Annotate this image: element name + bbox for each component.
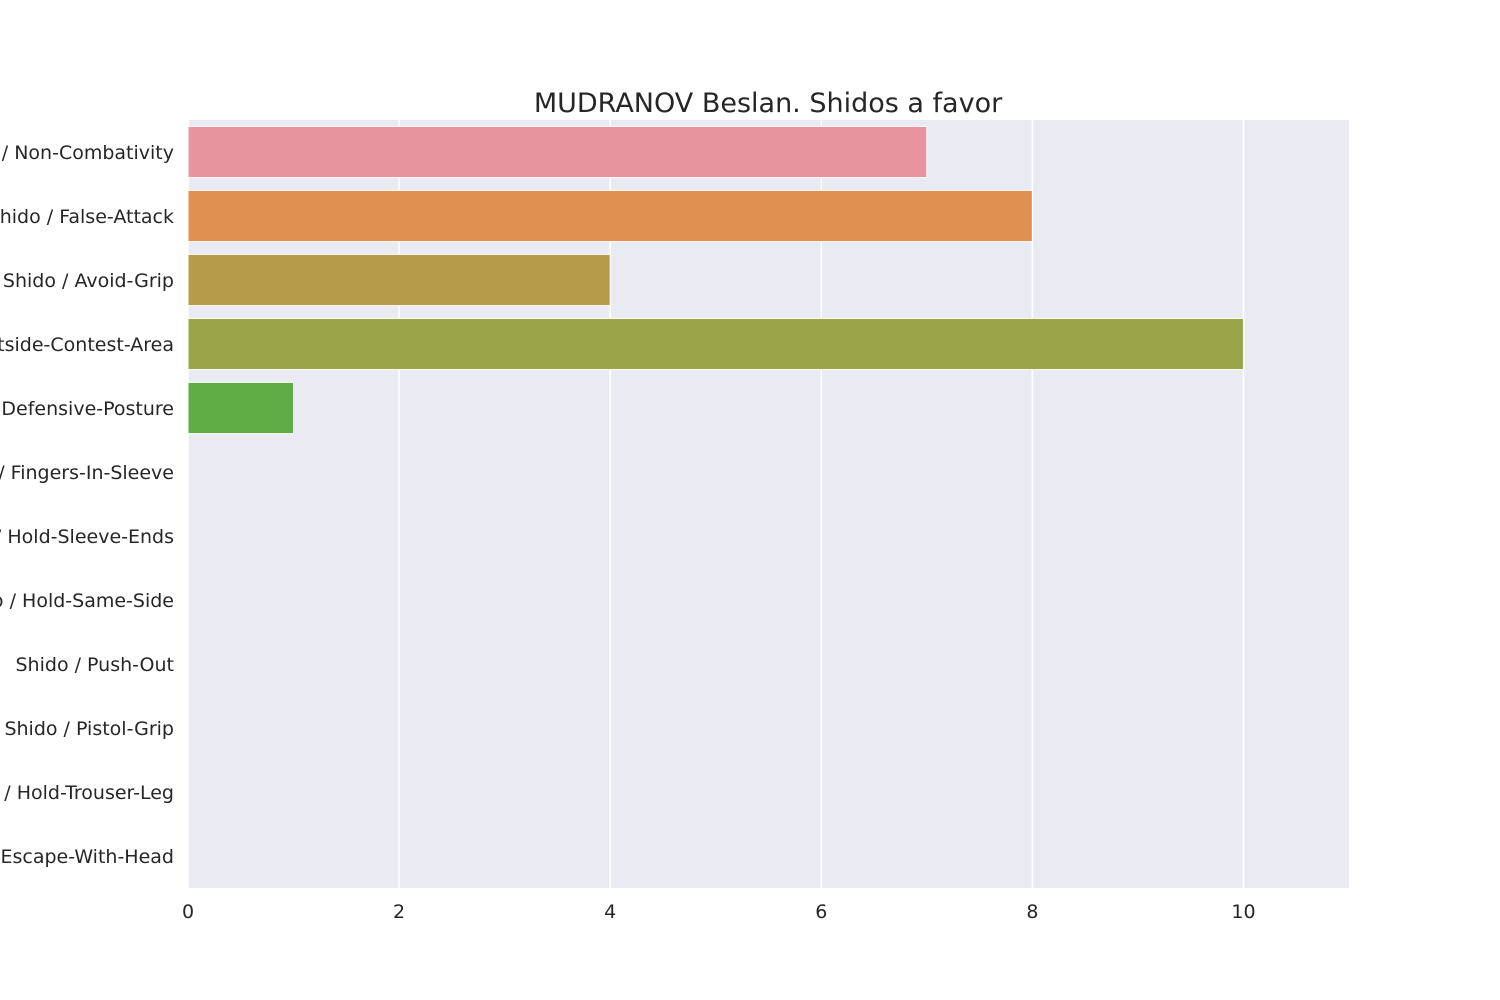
y-tick-label: Shido / Push-Out bbox=[16, 654, 175, 676]
y-tick-label: Shido / Pistol-Grip bbox=[4, 718, 174, 740]
x-tick-label: 2 bbox=[393, 901, 405, 923]
bar bbox=[187, 317, 1244, 371]
y-tick-label: Shido / Hold-Same-Side bbox=[0, 590, 174, 612]
chart-title: MUDRANOV Beslan. Shidos a favor bbox=[534, 88, 1003, 119]
y-tick-label: Shido / Hold-Trouser-Leg bbox=[0, 782, 174, 804]
y-tick-label: Shido / Escape-With-Head bbox=[0, 846, 174, 868]
plot-area bbox=[188, 120, 1349, 888]
y-tick-label: Shido / Avoid-Grip bbox=[3, 270, 174, 292]
x-tick-label: 0 bbox=[182, 901, 194, 923]
y-tick-label: Shido / Fingers-In-Sleeve bbox=[0, 462, 174, 484]
bars bbox=[187, 125, 1244, 435]
x-tick-label: 4 bbox=[604, 901, 616, 923]
y-tick-label: Shido / Defensive-Posture bbox=[0, 398, 174, 420]
y-tick-label: Shido / Non-Combativity bbox=[0, 142, 174, 164]
y-tick-label: Shido / Outside-Contest-Area bbox=[0, 334, 174, 356]
bar bbox=[187, 189, 1033, 243]
y-tick-label: Shido / Hold-Sleeve-Ends bbox=[0, 526, 174, 548]
x-tick-label: 8 bbox=[1026, 901, 1038, 923]
x-tick-labels: 0 2 4 6 8 10 bbox=[182, 901, 1256, 923]
bar bbox=[187, 381, 295, 435]
x-tick-label: 10 bbox=[1231, 901, 1255, 923]
x-tick-label: 6 bbox=[815, 901, 827, 923]
y-tick-label: Shido / False-Attack bbox=[0, 206, 174, 228]
gridlines bbox=[187, 120, 1245, 888]
bar bbox=[187, 125, 928, 179]
y-tick-labels: Shido / Non-Combativity Shido / False-Att… bbox=[0, 142, 174, 868]
bar bbox=[187, 253, 611, 307]
